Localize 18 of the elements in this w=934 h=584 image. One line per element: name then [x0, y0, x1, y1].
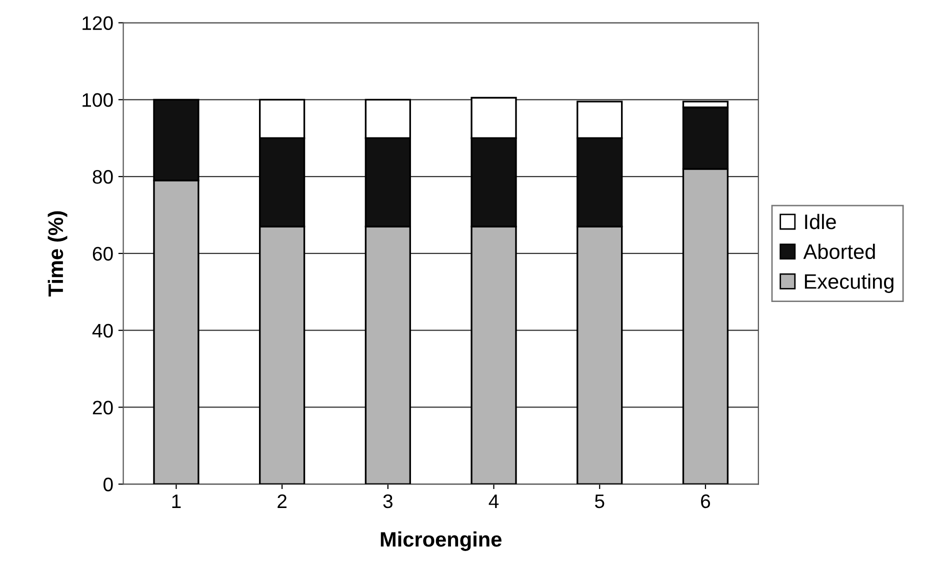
y-tick-label: 80: [92, 170, 113, 184]
legend-label: Idle: [805, 214, 836, 230]
x-tick-label: 6: [701, 494, 710, 508]
x-tick-label: 1: [172, 494, 181, 508]
y-axis-title: Time (%): [48, 211, 68, 296]
y-tick-label: 60: [92, 246, 113, 261]
y-tick-label: 0: [104, 478, 113, 492]
x-tick-label: 4: [488, 494, 499, 508]
x-axis-title: Microengine: [380, 531, 502, 551]
legend-label: Executing: [804, 274, 894, 294]
x-tick-label: 3: [383, 494, 392, 508]
legend-label: Aborted: [803, 244, 875, 260]
y-tick-label: 100: [82, 93, 113, 107]
x-tick-label: 2: [278, 494, 286, 508]
y-tick-label: 120: [82, 16, 113, 30]
y-tick-label: 20: [92, 400, 113, 414]
y-tick-label: 40: [92, 324, 113, 338]
x-tick-label: 5: [595, 494, 604, 508]
